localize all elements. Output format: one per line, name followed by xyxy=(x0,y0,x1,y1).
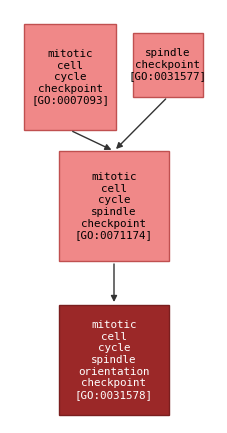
Text: spindle
checkpoint
[GO:0031577]: spindle checkpoint [GO:0031577] xyxy=(128,48,206,81)
FancyBboxPatch shape xyxy=(59,305,168,415)
Text: mitotic
cell
cycle
spindle
checkpoint
[GO:0071174]: mitotic cell cycle spindle checkpoint [G… xyxy=(75,172,152,240)
Text: mitotic
cell
cycle
spindle
orientation
checkpoint
[GO:0031578]: mitotic cell cycle spindle orientation c… xyxy=(75,320,152,400)
FancyBboxPatch shape xyxy=(132,32,202,97)
FancyBboxPatch shape xyxy=(59,151,168,261)
Text: mitotic
cell
cycle
checkpoint
[GO:0007093]: mitotic cell cycle checkpoint [GO:000709… xyxy=(31,49,109,106)
FancyBboxPatch shape xyxy=(24,24,116,130)
